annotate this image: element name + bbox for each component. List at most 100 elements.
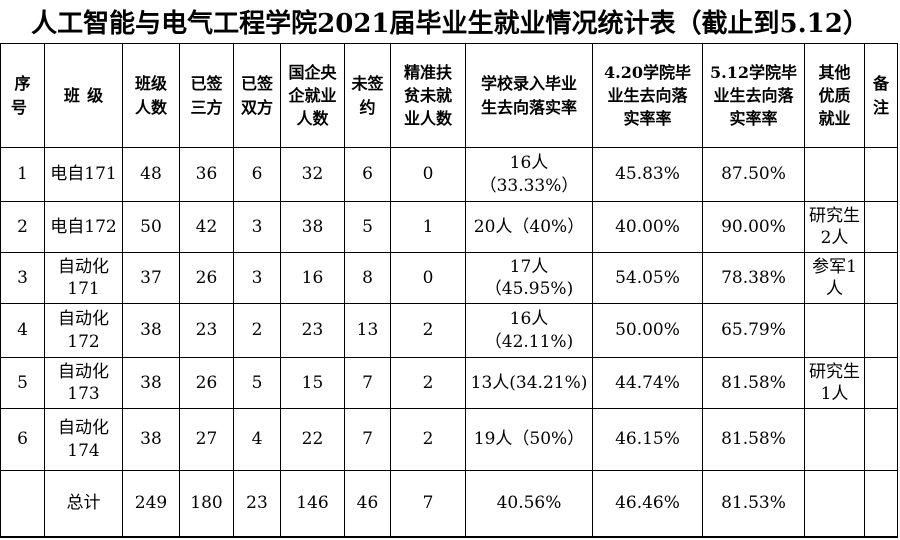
table-row: 2 电自172 50 42 3 38 5 1 20人（40%） 40.00% 9… xyxy=(0,201,898,253)
table-cell: 2 xyxy=(390,408,466,471)
table-cell: 48 xyxy=(122,147,180,202)
table-cell: 26 xyxy=(179,357,234,409)
table-cell: 0 xyxy=(390,252,466,304)
table-cell xyxy=(864,357,898,409)
table-cell xyxy=(804,470,865,537)
table-cell: 3 xyxy=(0,252,45,304)
table-row: 3 自动化 171 37 26 3 16 8 0 17人（45.95%) 54.… xyxy=(0,252,898,304)
table-cell: 81.53% xyxy=(702,470,805,537)
table-cell: 自动化 171 xyxy=(44,252,123,304)
table-row: 4 自动化 172 38 23 2 23 13 2 16人（42.11%) 50… xyxy=(0,303,898,358)
table-cell: 4 xyxy=(0,303,45,358)
table-cell: 6 xyxy=(233,147,281,202)
col-header-signed-tripartite: 已签 三方 xyxy=(179,43,234,148)
col-header-poverty-unemployed: 精准扶 贫未就 业人数 xyxy=(390,43,466,148)
col-header-signed-bilateral: 已签 双方 xyxy=(233,43,281,148)
page-title: 人工智能与电气工程学院2021届毕业生就业情况统计表（截止到5.12） xyxy=(31,9,869,39)
col-header-rate-512: 5.12学院毕 业生去向落 实率率 xyxy=(702,43,805,148)
table-cell: 36 xyxy=(179,147,234,202)
table-cell: 参军1 人 xyxy=(804,252,865,304)
table-row: 5 自动化 173 38 26 5 15 7 2 13人(34.21%) 44.… xyxy=(0,357,898,409)
table-cell: 40.00% xyxy=(592,201,703,253)
table-cell: 90.00% xyxy=(702,201,805,253)
table-cell: 2 xyxy=(390,357,466,409)
table-cell: 7 xyxy=(344,408,391,471)
col-header-seq: 序号 xyxy=(0,43,45,148)
table-cell: 45.83% xyxy=(592,147,703,202)
table-cell: 50.00% xyxy=(592,303,703,358)
table-cell: 自动化 173 xyxy=(44,357,123,409)
table-cell xyxy=(864,147,898,202)
table-cell: 146 xyxy=(280,470,345,537)
table-cell: 42 xyxy=(179,201,234,253)
table-cell: 7 xyxy=(390,470,466,537)
table-cell xyxy=(864,201,898,253)
col-header-class: 班级 xyxy=(44,43,123,148)
col-header-other-quality: 其他 优质 就业 xyxy=(804,43,865,148)
table-cell: 20人（40%） xyxy=(465,201,593,253)
table-cell xyxy=(804,408,865,471)
table-cell: 180 xyxy=(179,470,234,537)
table-cell: 电自172 xyxy=(44,201,123,253)
col-header-rate-420: 4.20学院毕 业生去向落 实率率 xyxy=(592,43,703,148)
table-cell xyxy=(804,147,865,202)
table-cell: 26 xyxy=(179,252,234,304)
table-cell: 15 xyxy=(280,357,345,409)
table-cell: 2 xyxy=(233,303,281,358)
table-cell: 5 xyxy=(344,201,391,253)
table-cell: 22 xyxy=(280,408,345,471)
table-cell xyxy=(0,470,45,537)
table-cell: 81.58% xyxy=(702,408,805,471)
table-cell: 研究生 1人 xyxy=(804,357,865,409)
table-cell: 37 xyxy=(122,252,180,304)
table-cell: 5 xyxy=(233,357,281,409)
col-header-school-rate: 学校录入毕业 生去向落实率 xyxy=(465,43,593,148)
table-cell: 6 xyxy=(344,147,391,202)
table-row: 6 自动化 174 38 27 4 22 7 2 19人（50%） 46.15%… xyxy=(0,408,898,471)
table-cell: 1 xyxy=(390,201,466,253)
table-cell: 78.38% xyxy=(702,252,805,304)
table-cell: 17人（45.95%) xyxy=(465,252,593,304)
table-cell: 6 xyxy=(0,408,45,471)
table-cell: 16人 （33.33%） xyxy=(465,147,593,202)
table-cell xyxy=(864,252,898,304)
table-cell: 19人（50%） xyxy=(465,408,593,471)
total-row: 总计 249 180 23 146 46 7 40.56% 46.46% 81.… xyxy=(0,470,898,537)
col-header-remarks: 备 注 xyxy=(864,43,898,148)
col-header-unsigned: 未签 约 xyxy=(344,43,391,148)
table-cell: 249 xyxy=(122,470,180,537)
table-cell: 13人(34.21%) xyxy=(465,357,593,409)
table-cell: 65.79% xyxy=(702,303,805,358)
table-cell: 3 xyxy=(233,201,281,253)
table-cell: 44.74% xyxy=(592,357,703,409)
table-cell: 5 xyxy=(0,357,45,409)
table-cell: 46.46% xyxy=(592,470,703,537)
table-cell: 23 xyxy=(179,303,234,358)
table-cell: 38 xyxy=(122,357,180,409)
col-header-class-size: 班级 人数 xyxy=(122,43,180,148)
table-cell: 87.50% xyxy=(702,147,805,202)
table-row: 1 电自171 48 36 6 32 6 0 16人 （33.33%） 45.8… xyxy=(0,147,898,202)
table-cell: 46 xyxy=(344,470,391,537)
table-cell: 研究生 2人 xyxy=(804,201,865,253)
table-cell: 1 xyxy=(0,147,45,202)
table-cell xyxy=(864,408,898,471)
table-cell: 50 xyxy=(122,201,180,253)
table-cell: 81.58% xyxy=(702,357,805,409)
table-cell xyxy=(864,303,898,358)
table-cell: 自动化 174 xyxy=(44,408,123,471)
table-cell: 3 xyxy=(233,252,281,304)
employment-stats-table: 序号 班级 班级 人数 已签 三方 已签 双方 国企央 企就业 人数 未签 约 … xyxy=(0,43,898,538)
table-cell: 23 xyxy=(233,470,281,537)
table-cell: 23 xyxy=(280,303,345,358)
header-row: 序号 班级 班级 人数 已签 三方 已签 双方 国企央 企就业 人数 未签 约 … xyxy=(0,43,898,148)
table-cell: 46.15% xyxy=(592,408,703,471)
table-cell: 电自171 xyxy=(44,147,123,202)
table-cell: 16 xyxy=(280,252,345,304)
table-cell: 27 xyxy=(179,408,234,471)
table-cell: 自动化 172 xyxy=(44,303,123,358)
table-cell: 38 xyxy=(280,201,345,253)
table-cell: 54.05% xyxy=(592,252,703,304)
total-label-cell: 总计 xyxy=(44,470,123,537)
table-cell: 2 xyxy=(390,303,466,358)
